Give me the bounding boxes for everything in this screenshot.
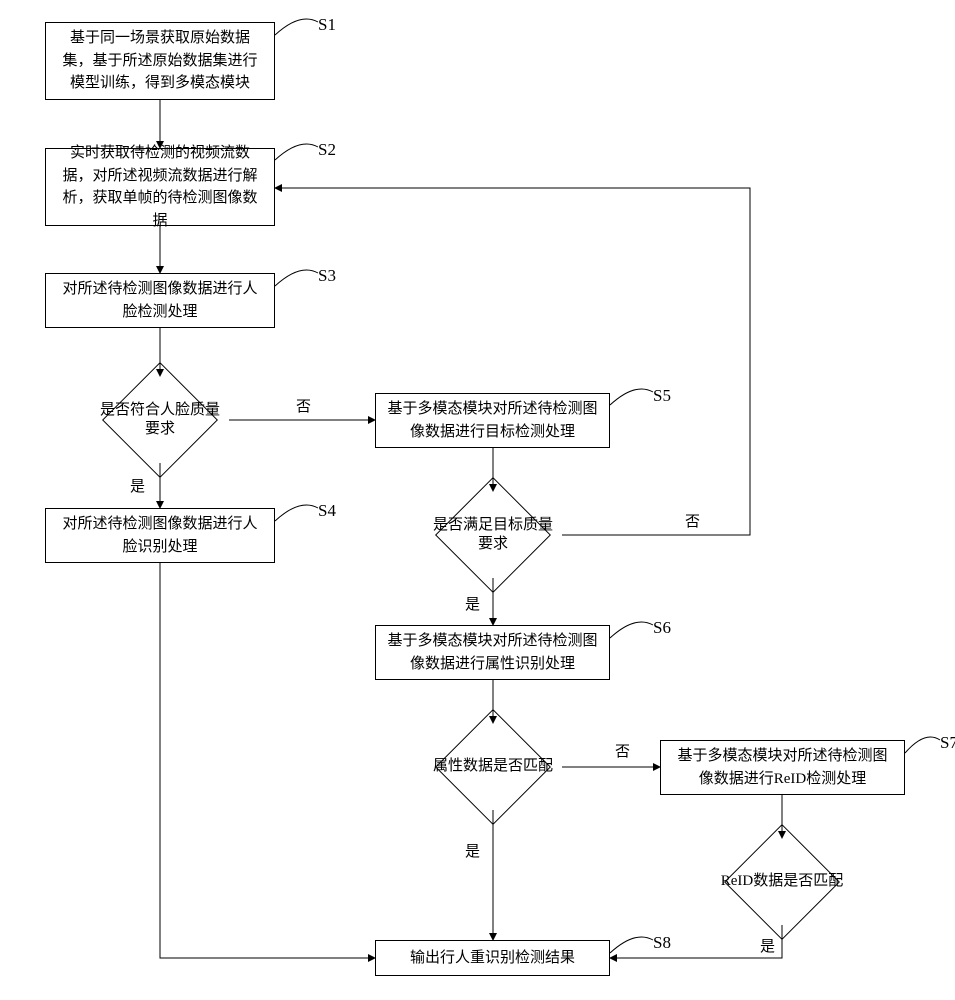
branch-d3-yes: 是 bbox=[465, 840, 480, 861]
diamond-d3: 属性数据是否匹配 bbox=[423, 722, 563, 812]
node-s1: 基于同一场景获取原始数据集，基于所述原始数据集进行模型训练，得到多模态模块 bbox=[45, 22, 275, 100]
diamond-d2: 是否满足目标质量要求 bbox=[423, 490, 563, 580]
node-s4-text: 对所述待检测图像数据进行人脸识别处理 bbox=[56, 513, 264, 558]
branch-d1-no: 否 bbox=[296, 395, 311, 416]
step-label-s2: S2 bbox=[318, 140, 336, 160]
node-s8-text: 输出行人重识别检测结果 bbox=[410, 947, 575, 970]
step-label-s1: S1 bbox=[318, 15, 336, 35]
diamond-d4: ReID数据是否匹配 bbox=[712, 837, 852, 927]
diamond-d2-text: 是否满足目标质量要求 bbox=[431, 516, 555, 555]
step-label-s4: S4 bbox=[318, 501, 336, 521]
branch-d2-no: 否 bbox=[685, 510, 700, 531]
node-s7-text: 基于多模态模块对所述待检测图像数据进行ReID检测处理 bbox=[671, 745, 894, 790]
node-s4: 对所述待检测图像数据进行人脸识别处理 bbox=[45, 508, 275, 563]
branch-d4-yes: 是 bbox=[760, 935, 775, 956]
step-label-s6: S6 bbox=[653, 618, 671, 638]
node-s3: 对所述待检测图像数据进行人脸检测处理 bbox=[45, 273, 275, 328]
node-s5: 基于多模态模块对所述待检测图像数据进行目标检测处理 bbox=[375, 393, 610, 448]
node-s6: 基于多模态模块对所述待检测图像数据进行属性识别处理 bbox=[375, 625, 610, 680]
diamond-d4-text: ReID数据是否匹配 bbox=[721, 872, 844, 892]
step-label-s8: S8 bbox=[653, 933, 671, 953]
node-s2: 实时获取待检测的视频流数据，对所述视频流数据进行解析，获取单帧的待检测图像数据 bbox=[45, 148, 275, 226]
step-label-s7: S7 bbox=[940, 733, 955, 753]
step-label-s5: S5 bbox=[653, 386, 671, 406]
node-s6-text: 基于多模态模块对所述待检测图像数据进行属性识别处理 bbox=[386, 630, 599, 675]
node-s2-text: 实时获取待检测的视频流数据，对所述视频流数据进行解析，获取单帧的待检测图像数据 bbox=[56, 142, 264, 232]
node-s8: 输出行人重识别检测结果 bbox=[375, 940, 610, 976]
diamond-d3-text: 属性数据是否匹配 bbox=[433, 757, 553, 777]
node-s5-text: 基于多模态模块对所述待检测图像数据进行目标检测处理 bbox=[386, 398, 599, 443]
branch-d1-yes: 是 bbox=[130, 475, 145, 496]
node-s3-text: 对所述待检测图像数据进行人脸检测处理 bbox=[56, 278, 264, 323]
diamond-d1-text: 是否符合人脸质量要求 bbox=[98, 401, 222, 440]
node-s7: 基于多模态模块对所述待检测图像数据进行ReID检测处理 bbox=[660, 740, 905, 795]
step-label-s3: S3 bbox=[318, 266, 336, 286]
diamond-d1: 是否符合人脸质量要求 bbox=[90, 375, 230, 465]
branch-d2-yes: 是 bbox=[465, 593, 480, 614]
node-s1-text: 基于同一场景获取原始数据集，基于所述原始数据集进行模型训练，得到多模态模块 bbox=[56, 27, 264, 95]
branch-d3-no: 否 bbox=[615, 740, 630, 761]
